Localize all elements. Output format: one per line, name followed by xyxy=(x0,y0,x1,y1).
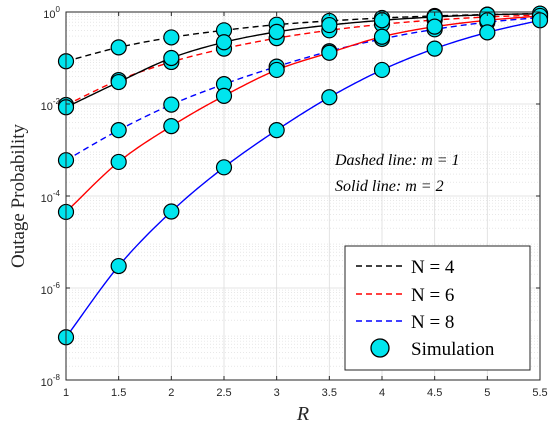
x-tick-labels: 1 1.5 2 2.5 3 3.5 4 4.5 5 5.5 xyxy=(63,387,548,399)
legend-label-n4: N = 4 xyxy=(411,257,455,278)
annotation-solid: Solid line: m = 2 xyxy=(335,178,444,195)
x-tick-label: 3.5 xyxy=(322,387,337,399)
series-line-1 xyxy=(66,12,540,62)
y-tick-label: 100 xyxy=(43,5,60,21)
x-tick-label: 1.5 xyxy=(111,387,126,399)
x-tick-label: 2.5 xyxy=(216,387,231,399)
x-tick-label: 4.5 xyxy=(427,387,442,399)
annotation-dashed: Dashed line: m = 1 xyxy=(334,152,460,169)
simulation-marker xyxy=(215,34,233,51)
simulation-marker xyxy=(110,73,127,91)
simulation-marker xyxy=(110,257,127,275)
minor-grid xyxy=(66,13,540,367)
series-lines xyxy=(66,12,540,338)
simulation-marker xyxy=(268,61,285,79)
x-tick-label: 5.5 xyxy=(532,387,547,399)
simulation-marker xyxy=(215,159,233,176)
simulation-marker xyxy=(110,39,127,56)
y-axis-label: Outage Probability xyxy=(8,123,29,268)
legend: N = 4 N = 6 N = 8 Simulation xyxy=(344,245,531,371)
series-line-3 xyxy=(66,16,540,161)
simulation-marker xyxy=(268,122,285,139)
simulation-marker xyxy=(163,29,180,46)
simulation-marker xyxy=(321,16,338,34)
y-tick-label: 10-6 xyxy=(41,281,61,297)
simulation-marker xyxy=(163,203,180,220)
simulation-marker xyxy=(163,49,180,67)
y-tick-labels: 100 10-2 10-4 10-6 10-8 xyxy=(41,5,61,389)
simulation-marker xyxy=(215,87,233,105)
simulation-marker xyxy=(426,40,443,57)
simulation-marker xyxy=(373,61,391,79)
simulation-marker xyxy=(163,118,180,135)
series-line-6 xyxy=(66,19,540,338)
y-tick-label: 10-2 xyxy=(41,97,61,113)
x-axis-label: R xyxy=(296,403,309,425)
series-line-5 xyxy=(66,15,540,213)
legend-swatch-simulation xyxy=(370,338,390,358)
simulation-markers xyxy=(57,5,549,346)
legend-label-simulation: Simulation xyxy=(411,339,495,360)
simulation-marker xyxy=(110,153,127,171)
y-tick-label: 10-4 xyxy=(41,189,61,205)
series-line-4 xyxy=(66,12,540,108)
y-tick-label: 10-8 xyxy=(41,373,61,389)
simulation-marker xyxy=(163,96,180,113)
simulation-marker xyxy=(479,24,496,41)
axis-ticks xyxy=(65,11,541,381)
legend-label-n6: N = 6 xyxy=(411,285,454,306)
x-tick-label: 3 xyxy=(274,387,280,399)
x-tick-label: 2 xyxy=(168,387,174,399)
simulation-marker xyxy=(321,89,338,106)
x-tick-label: 1 xyxy=(63,387,69,399)
simulation-marker xyxy=(268,23,285,40)
legend-label-n8: N = 8 xyxy=(411,312,454,333)
simulation-marker xyxy=(373,28,391,45)
simulation-marker xyxy=(426,18,443,35)
x-tick-label: 5 xyxy=(484,387,490,399)
x-tick-label: 4 xyxy=(379,387,385,399)
simulation-marker xyxy=(110,122,127,139)
simulation-marker xyxy=(321,44,338,61)
